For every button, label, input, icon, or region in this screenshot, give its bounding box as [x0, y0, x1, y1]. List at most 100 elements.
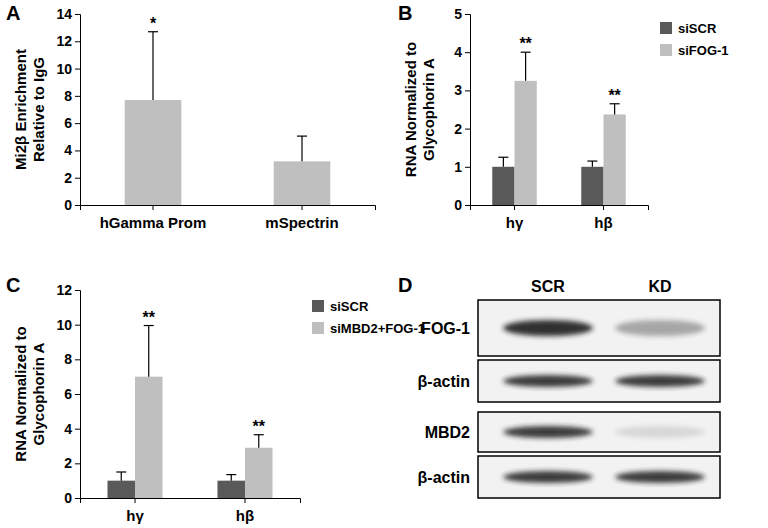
y-tick: 8 [64, 88, 80, 104]
bar [245, 448, 273, 498]
error-bar [297, 136, 307, 161]
lane-label: SCR [531, 278, 565, 295]
y-tick: 6 [64, 386, 80, 402]
panel-letter: D [398, 274, 412, 296]
bar [492, 167, 514, 205]
error-stem [152, 32, 153, 100]
y-axis-line [465, 15, 471, 206]
y-tick-label: 6 [64, 386, 72, 402]
y-axis-title: Mi2β Enrichment [12, 49, 29, 170]
figure: A*02468101214hGamma PrommSpectrinMi2β En… [0, 0, 768, 528]
x-tick: hβ [594, 205, 612, 231]
y-tick-mark [75, 178, 80, 179]
y-axis-title: Glycophorin A [420, 58, 437, 161]
y-tick-label: 3 [454, 82, 462, 98]
bar [108, 481, 136, 498]
y-axis-title: Relative to IgG [30, 57, 47, 162]
error-stem [614, 104, 615, 115]
error-stem [231, 475, 232, 481]
legend-entry: siFOG-1 [660, 43, 729, 58]
bar [135, 377, 163, 498]
y-tick-mark [75, 14, 80, 15]
blot-box [478, 360, 720, 402]
legend-entry: siSCR [660, 21, 717, 36]
error-cap [498, 157, 508, 158]
legend-swatch [312, 300, 324, 312]
y-tick: 0 [454, 197, 470, 213]
plot-marks [108, 326, 273, 498]
y-tick: 10 [56, 61, 80, 77]
y-tick: 4 [64, 142, 80, 158]
row-label: β-actin [418, 469, 470, 486]
blot-box [478, 412, 720, 452]
y-tick-label: 8 [64, 88, 72, 104]
y-tick: 4 [64, 421, 80, 437]
error-stem [301, 136, 302, 161]
y-tick-mark [75, 498, 80, 499]
panel-d: DSCRKDFOG-1β-actinMBD2β-actin [398, 274, 720, 498]
legend-swatch [660, 44, 672, 56]
x-tick: hβ [236, 498, 254, 524]
x-tick-label: mSpectrin [265, 214, 338, 231]
y-axis-title: RNA Normalized to [12, 326, 29, 461]
y-tick-mark [465, 52, 470, 53]
y-tick-label: 0 [64, 197, 72, 213]
error-bar [226, 475, 236, 481]
x-tick-label: hβ [236, 507, 254, 524]
y-tick-mark [75, 205, 80, 206]
y-tick: 6 [64, 115, 80, 131]
error-bar [116, 472, 126, 481]
x-tick-mark [301, 205, 302, 210]
x-tick: hGamma Prom [100, 205, 207, 231]
y-tick-label: 4 [454, 44, 462, 60]
panel-letter: A [6, 2, 20, 24]
y-tick-mark [465, 167, 470, 168]
x-tick: mSpectrin [265, 205, 338, 231]
x-axis: hγhβ [81, 498, 301, 524]
significance: * [150, 15, 157, 32]
y-tick: 10 [56, 317, 80, 333]
y-tick-mark [465, 14, 470, 15]
legend: siSCR siFOG-1 [660, 21, 729, 58]
error-stem [592, 161, 593, 167]
x-tick-mark [245, 498, 246, 503]
x-axis: hGamma Prom mSpectrin [81, 205, 376, 231]
y-tick-label: 1 [454, 159, 462, 175]
y-tick-mark [75, 290, 80, 291]
y-tick: 3 [454, 82, 470, 98]
y-axis-line [75, 15, 81, 206]
y-tick-label: 5 [454, 6, 462, 22]
x-axis-line [81, 499, 301, 504]
row-label: FOG-1 [421, 320, 470, 337]
y-tick: 5 [454, 6, 470, 22]
figure-svg: A*02468101214hGamma PrommSpectrinMi2β En… [0, 0, 768, 528]
error-cap [226, 474, 236, 475]
y-tick: 0 [64, 490, 80, 506]
blot-band [503, 375, 593, 387]
bar [581, 167, 603, 205]
legend-label: siSCR [330, 299, 369, 314]
significance: ** [519, 35, 532, 52]
y-tick: 2 [64, 170, 80, 186]
error-bar [144, 326, 154, 377]
y-tick-mark [465, 129, 470, 130]
legend: siSCR siMBD2+FOG-1 [312, 299, 425, 336]
y-tick-label: 10 [56, 317, 72, 333]
panel-a: A*02468101214hGamma PrommSpectrinMi2β En… [6, 2, 376, 231]
x-axis-line [81, 206, 376, 211]
error-bar [521, 52, 531, 81]
y-axis: 012345 [454, 6, 470, 213]
y-tick: 14 [56, 6, 80, 22]
y-axis: 02468101214 [56, 6, 80, 213]
y-tick-label: 6 [64, 115, 72, 131]
blot-box [478, 300, 720, 356]
bar [218, 481, 246, 498]
y-tick-mark [75, 41, 80, 42]
row-label: MBD2 [425, 424, 470, 441]
legend-label: siMBD2+FOG-1 [330, 321, 425, 336]
y-tick-label: 10 [56, 61, 72, 77]
error-bar [587, 161, 597, 167]
legend-swatch [312, 322, 324, 334]
y-tick-mark [75, 123, 80, 124]
y-axis: 024681012 [56, 282, 80, 506]
